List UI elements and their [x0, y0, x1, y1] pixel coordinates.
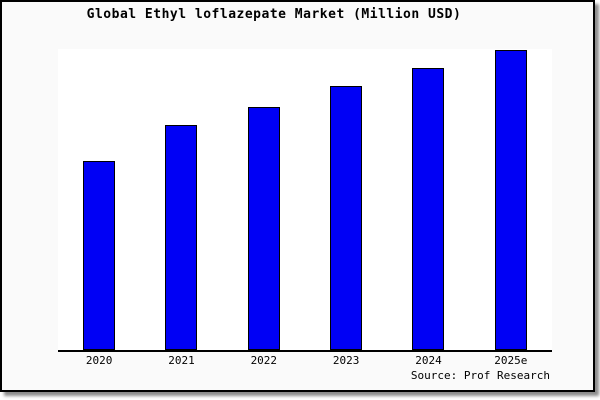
source-note: Source: Prof Research — [410, 369, 550, 382]
bar-2020 — [83, 161, 116, 350]
plot-area — [58, 49, 552, 352]
bar-slot-2020 — [58, 49, 140, 350]
chart-frame: Global Ethyl loflazepate Market (Million… — [0, 0, 595, 392]
bar-2021 — [165, 125, 198, 350]
bar-slot-2024 — [387, 49, 469, 350]
bar-slot-2022 — [223, 49, 305, 350]
bar-2022 — [247, 107, 280, 350]
x-tick-label-2022: 2022 — [250, 354, 278, 367]
bar-2023 — [330, 86, 363, 350]
x-axis-tick-labels: 2020 2021 2022 2023 2024 2025e — [58, 354, 552, 367]
bar-slot-2021 — [140, 49, 222, 350]
bar-2025e — [494, 50, 527, 350]
bar-slot-2025e — [470, 49, 552, 350]
x-tick-label-2024: 2024 — [415, 354, 442, 367]
x-tick-label-2023: 2023 — [332, 354, 360, 367]
x-tick-label-2021: 2021 — [168, 354, 195, 367]
chart-title: Global Ethyl loflazepate Market (Million… — [86, 7, 462, 22]
bar-slot-2023 — [305, 49, 387, 350]
x-tick-label-2020: 2020 — [85, 354, 113, 367]
x-tick-label-2025e: 2025e — [494, 354, 528, 367]
bar-2024 — [412, 68, 445, 350]
